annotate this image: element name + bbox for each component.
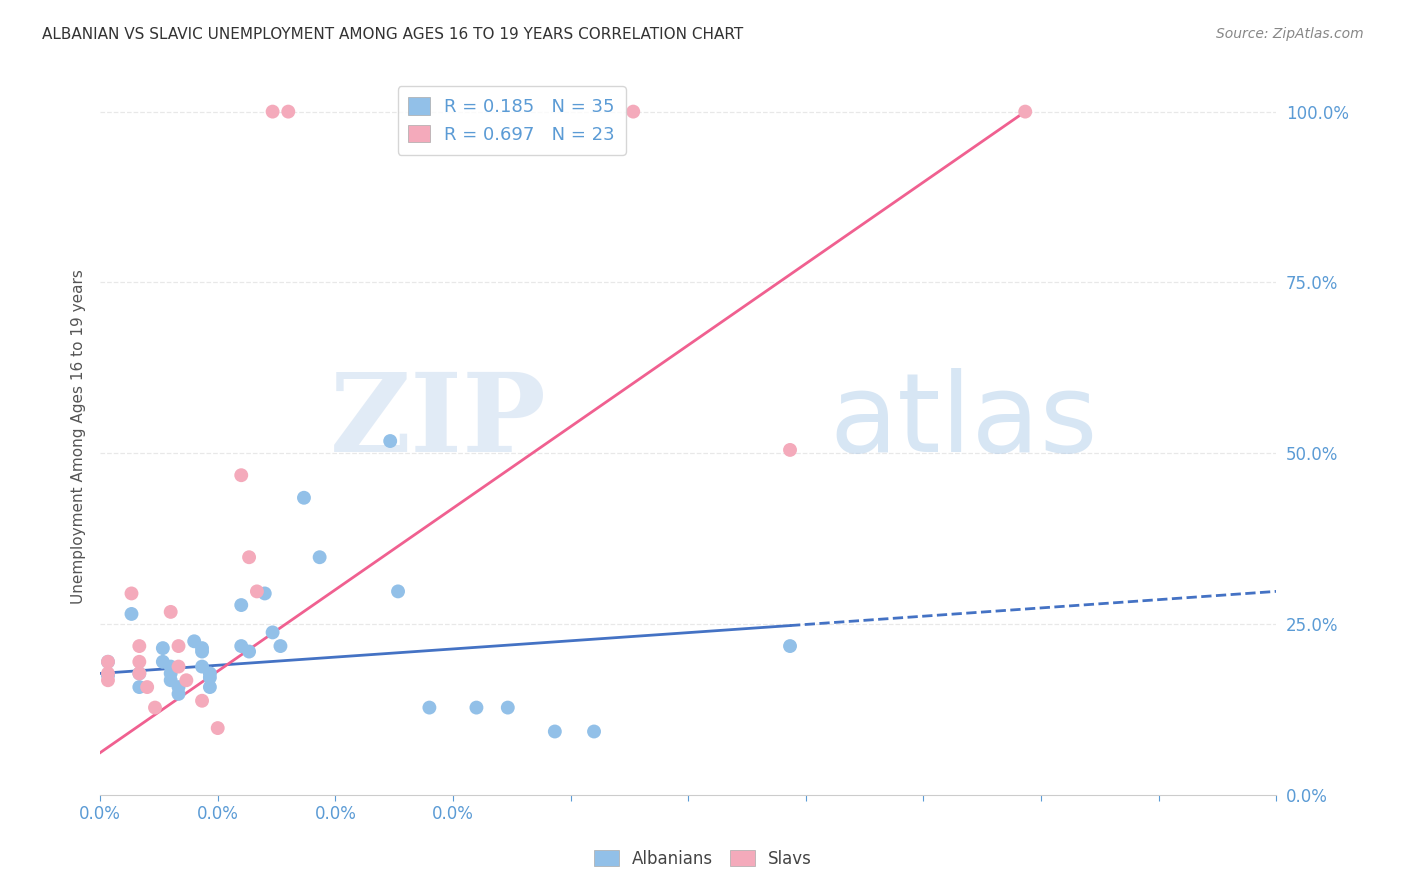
Text: ZIP: ZIP: [330, 368, 547, 475]
Point: [136, 680, 159, 694]
Point: [231, 468, 253, 483]
Point: [128, 666, 150, 681]
Point: [159, 659, 181, 673]
Point: [277, 104, 299, 119]
Point: [167, 639, 190, 653]
Point: [159, 666, 181, 681]
Point: [253, 586, 276, 600]
Point: [621, 104, 644, 119]
Point: [183, 634, 205, 648]
Text: Source: ZipAtlas.com: Source: ZipAtlas.com: [1216, 27, 1364, 41]
Y-axis label: Unemployment Among Ages 16 to 19 years: Unemployment Among Ages 16 to 19 years: [72, 268, 86, 604]
Point: [176, 673, 198, 688]
Point: [167, 659, 190, 673]
Point: [191, 694, 214, 708]
Point: [143, 700, 166, 714]
Point: [128, 655, 150, 669]
Point: [191, 641, 214, 656]
Point: [97, 655, 120, 669]
Point: [97, 655, 120, 669]
Point: [262, 104, 284, 119]
Legend: R = 0.185   N = 35, R = 0.697   N = 23: R = 0.185 N = 35, R = 0.697 N = 23: [398, 87, 626, 155]
Point: [380, 434, 402, 448]
Point: [121, 586, 143, 600]
Point: [191, 644, 214, 658]
Point: [418, 700, 440, 714]
Point: [191, 659, 214, 673]
Point: [238, 550, 260, 565]
Point: [198, 666, 221, 681]
Point: [97, 673, 120, 688]
Point: [167, 687, 190, 701]
Point: [779, 639, 801, 653]
Text: ALBANIAN VS SLAVIC UNEMPLOYMENT AMONG AGES 16 TO 19 YEARS CORRELATION CHART: ALBANIAN VS SLAVIC UNEMPLOYMENT AMONG AG…: [42, 27, 744, 42]
Point: [262, 625, 284, 640]
Point: [231, 598, 253, 612]
Point: [308, 550, 330, 565]
Point: [97, 666, 120, 681]
Point: [97, 668, 120, 682]
Point: [269, 639, 291, 653]
Point: [387, 584, 409, 599]
Legend: Albanians, Slavs: Albanians, Slavs: [588, 844, 818, 875]
Point: [207, 721, 229, 735]
Point: [292, 491, 315, 505]
Point: [465, 700, 488, 714]
Text: atlas: atlas: [830, 368, 1098, 475]
Point: [496, 700, 519, 714]
Point: [198, 671, 221, 685]
Point: [198, 680, 221, 694]
Point: [1014, 104, 1036, 119]
Point: [121, 607, 143, 621]
Point: [583, 724, 606, 739]
Point: [128, 639, 150, 653]
Point: [167, 680, 190, 694]
Point: [159, 673, 181, 688]
Point: [128, 666, 150, 681]
Point: [152, 641, 174, 656]
Point: [246, 584, 269, 599]
Point: [544, 724, 567, 739]
Point: [231, 639, 253, 653]
Point: [159, 605, 181, 619]
Point: [779, 442, 801, 457]
Point: [128, 680, 150, 694]
Point: [152, 655, 174, 669]
Point: [238, 644, 260, 658]
